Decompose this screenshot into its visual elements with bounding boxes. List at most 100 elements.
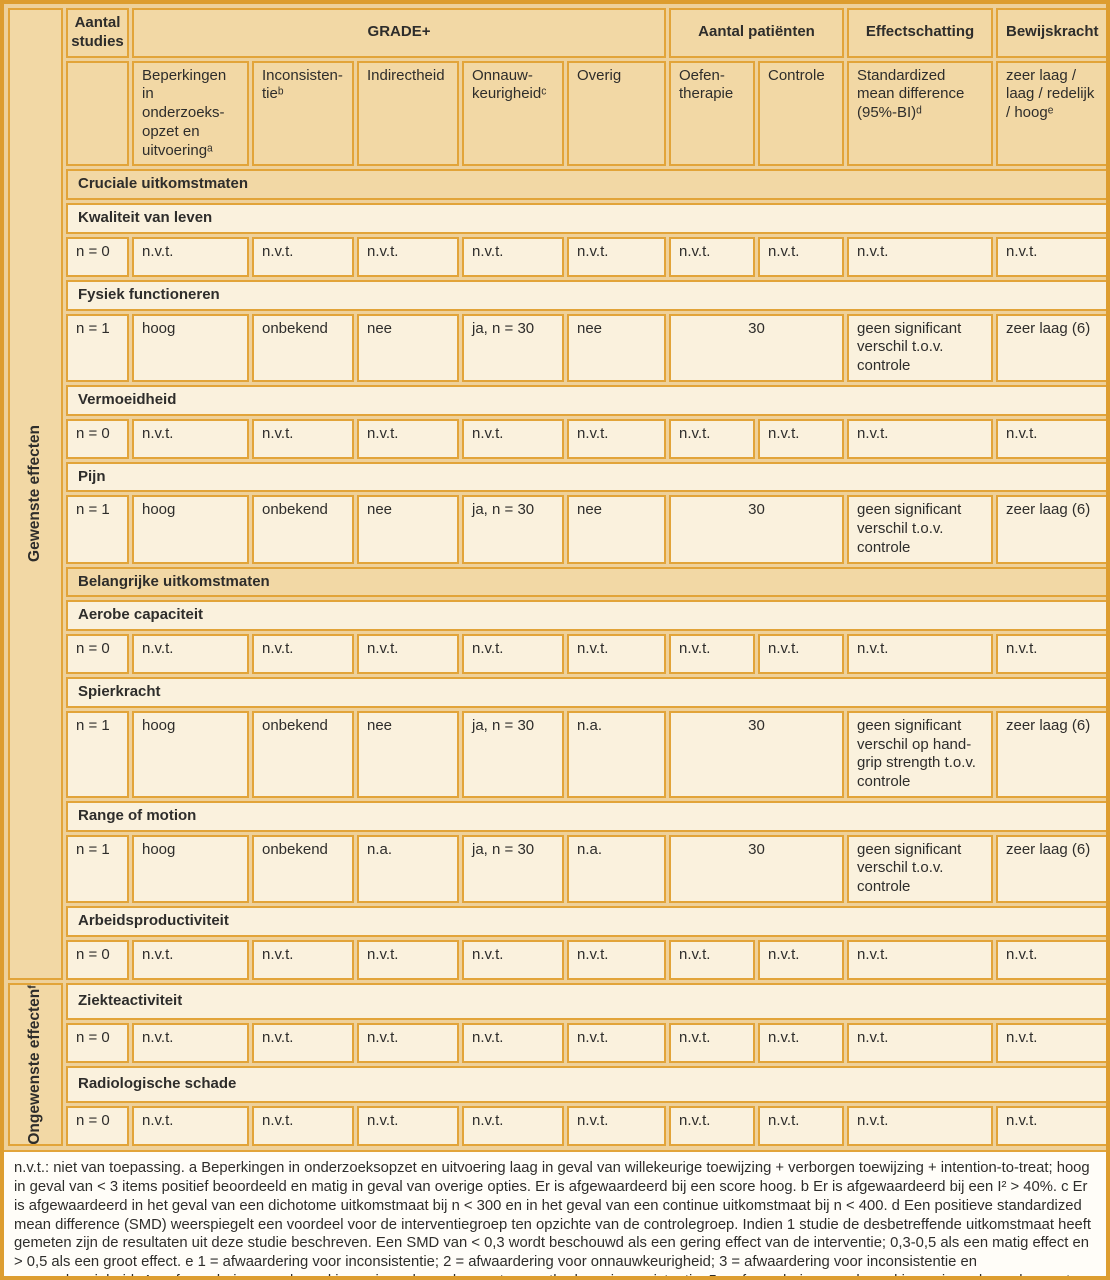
cell-oefentherapie: n.v.t. — [669, 1106, 755, 1147]
cell-effectschatting: n.v.t. — [847, 939, 993, 980]
cell-n-studies: n = 1 — [66, 834, 129, 903]
cell-oefentherapie: n.v.t. — [669, 1023, 755, 1063]
cell-onnauwkeurigheid: n.v.t. — [462, 1106, 564, 1147]
cell-effectschatting: n.v.t. — [847, 236, 993, 277]
cell-bewijskracht: zeer laag (6) — [996, 495, 1106, 564]
cell-bewijskracht: n.v.t. — [996, 939, 1106, 980]
cell-inconsistentie: onbekend — [252, 313, 354, 382]
outcome-row-spierkracht: Spierkracht — [66, 677, 1106, 708]
subheader-bewijskracht-schaal: zeer laag / laag / redelijk / hoogᵉ — [996, 60, 1106, 167]
cell-inconsistentie: n.v.t. — [252, 418, 354, 459]
cell-overig: nee — [567, 313, 666, 382]
header-aantal-patienten: Aantal patiënten — [669, 8, 844, 58]
cell-indirectheid: n.v.t. — [357, 236, 459, 277]
cell-onnauwkeurigheid: n.v.t. — [462, 236, 564, 277]
row-group-gewenste-effecten: Gewenste effecten — [8, 8, 63, 980]
cell-oefentherapie: n.v.t. — [669, 939, 755, 980]
cell-overig: n.v.t. — [567, 236, 666, 277]
cell-indirectheid: n.v.t. — [357, 1023, 459, 1063]
cell-effectschatting: geen significant verschil t.o.v. control… — [847, 495, 993, 564]
cell-aantal-patienten: 30 — [669, 834, 844, 903]
evidence-table: Gewenste effecten Ongewenste effectenᶠ A… — [4, 4, 1106, 1151]
section-row-cruciale-uitkomstmaten: Cruciale uitkomstmaten — [66, 169, 1106, 200]
cell-overig: n.a. — [567, 710, 666, 798]
cell-beperkingen: n.v.t. — [132, 1023, 249, 1063]
cell-inconsistentie: onbekend — [252, 495, 354, 564]
cell-beperkingen: n.v.t. — [132, 418, 249, 459]
cell-indirectheid: n.v.t. — [357, 1106, 459, 1147]
cell-aantal-patienten: 30 — [669, 710, 844, 798]
outcome-row-ziekteactiviteit: Ziekteactiviteit — [66, 982, 1106, 1021]
cell-beperkingen: hoog — [132, 495, 249, 564]
header-effectschatting: Effectschatting — [847, 8, 993, 58]
cell-beperkingen: hoog — [132, 834, 249, 903]
outcome-row-range-of-motion: Range of motion — [66, 800, 1106, 832]
cell-overig: n.a. — [567, 834, 666, 903]
cell-n-studies: n = 0 — [66, 236, 129, 277]
cell-indirectheid: nee — [357, 710, 459, 798]
cell-indirectheid: nee — [357, 495, 459, 564]
cell-beperkingen: n.v.t. — [132, 634, 249, 674]
cell-inconsistentie: onbekend — [252, 834, 354, 903]
footnotes: n.v.t.: niet van toepassing. a Beperking… — [4, 1150, 1106, 1276]
cell-n-studies: n = 0 — [66, 1106, 129, 1147]
outcome-row-pijn: Pijn — [66, 461, 1106, 493]
cell-beperkingen: hoog — [132, 710, 249, 798]
cell-effectschatting: geen significant verschil t.o.v. control… — [847, 834, 993, 903]
cell-beperkingen: hoog — [132, 313, 249, 382]
cell-onnauwkeurigheid: ja, n = 30 — [462, 834, 564, 903]
cell-n-studies: n = 0 — [66, 939, 129, 980]
cell-onnauwkeurigheid: ja, n = 30 — [462, 313, 564, 382]
cell-effectschatting: geen significant verschil t.o.v. control… — [847, 313, 993, 382]
cell-oefentherapie: n.v.t. — [669, 634, 755, 674]
cell-overig: n.v.t. — [567, 418, 666, 459]
cell-aantal-patienten: 30 — [669, 313, 844, 382]
cell-onnauwkeurigheid: ja, n = 30 — [462, 710, 564, 798]
cell-aantal-patienten: 30 — [669, 495, 844, 564]
cell-controle: n.v.t. — [758, 236, 844, 277]
outcome-row-aerobe-capaciteit: Aerobe capaciteit — [66, 600, 1106, 631]
cell-effectschatting: n.v.t. — [847, 1106, 993, 1147]
cell-inconsistentie: n.v.t. — [252, 236, 354, 277]
subheader-smd: Standardized mean difference (95%-BI)ᵈ — [847, 60, 993, 167]
subheader-empty — [66, 60, 129, 167]
cell-onnauwkeurigheid: n.v.t. — [462, 634, 564, 674]
outcome-row-vermoeidheid: Vermoeidheid — [66, 384, 1106, 416]
cell-overig: n.v.t. — [567, 939, 666, 980]
cell-inconsistentie: n.v.t. — [252, 1106, 354, 1147]
row-group-label: Ongewenste effectenᶠ — [26, 984, 44, 1145]
cell-n-studies: n = 1 — [66, 495, 129, 564]
cell-onnauwkeurigheid: n.v.t. — [462, 418, 564, 459]
outcome-row-kwaliteit-van-leven: Kwaliteit van leven — [66, 203, 1106, 234]
subheader-onnauwkeurigheid: Onnauw-keurigheidᶜ — [462, 60, 564, 167]
header-bewijskracht: Bewijskracht — [996, 8, 1106, 58]
row-group-ongewenste-effecten: Ongewenste effectenᶠ — [8, 982, 63, 1147]
cell-onnauwkeurigheid: ja, n = 30 — [462, 495, 564, 564]
outcome-row-fysiek-functioneren: Fysiek functioneren — [66, 279, 1106, 311]
cell-onnauwkeurigheid: n.v.t. — [462, 939, 564, 980]
cell-oefentherapie: n.v.t. — [669, 236, 755, 277]
cell-controle: n.v.t. — [758, 634, 844, 674]
subheader-oefentherapie: Oefen-therapie — [669, 60, 755, 167]
subheader-beperkingen: Beperkingen in onderzoeks-opzet en uitvo… — [132, 60, 249, 167]
cell-controle: n.v.t. — [758, 1106, 844, 1147]
subheader-indirectheid: Indirectheid — [357, 60, 459, 167]
cell-indirectheid: n.a. — [357, 834, 459, 903]
cell-controle: n.v.t. — [758, 1023, 844, 1063]
cell-indirectheid: nee — [357, 313, 459, 382]
subheader-overig: Overig — [567, 60, 666, 167]
cell-overig: n.v.t. — [567, 634, 666, 674]
cell-bewijskracht: n.v.t. — [996, 418, 1106, 459]
section-row-belangrijke-uitkomstmaten: Belangrijke uitkomstmaten — [66, 566, 1106, 598]
cell-indirectheid: n.v.t. — [357, 634, 459, 674]
cell-beperkingen: n.v.t. — [132, 939, 249, 980]
subheader-inconsistentie: Inconsisten-tieᵇ — [252, 60, 354, 167]
cell-indirectheid: n.v.t. — [357, 939, 459, 980]
cell-overig: nee — [567, 495, 666, 564]
cell-bewijskracht: zeer laag (6) — [996, 710, 1106, 798]
cell-n-studies: n = 1 — [66, 710, 129, 798]
cell-bewijskracht: n.v.t. — [996, 634, 1106, 674]
row-group-label: Gewenste effecten — [26, 425, 44, 563]
cell-controle: n.v.t. — [758, 939, 844, 980]
